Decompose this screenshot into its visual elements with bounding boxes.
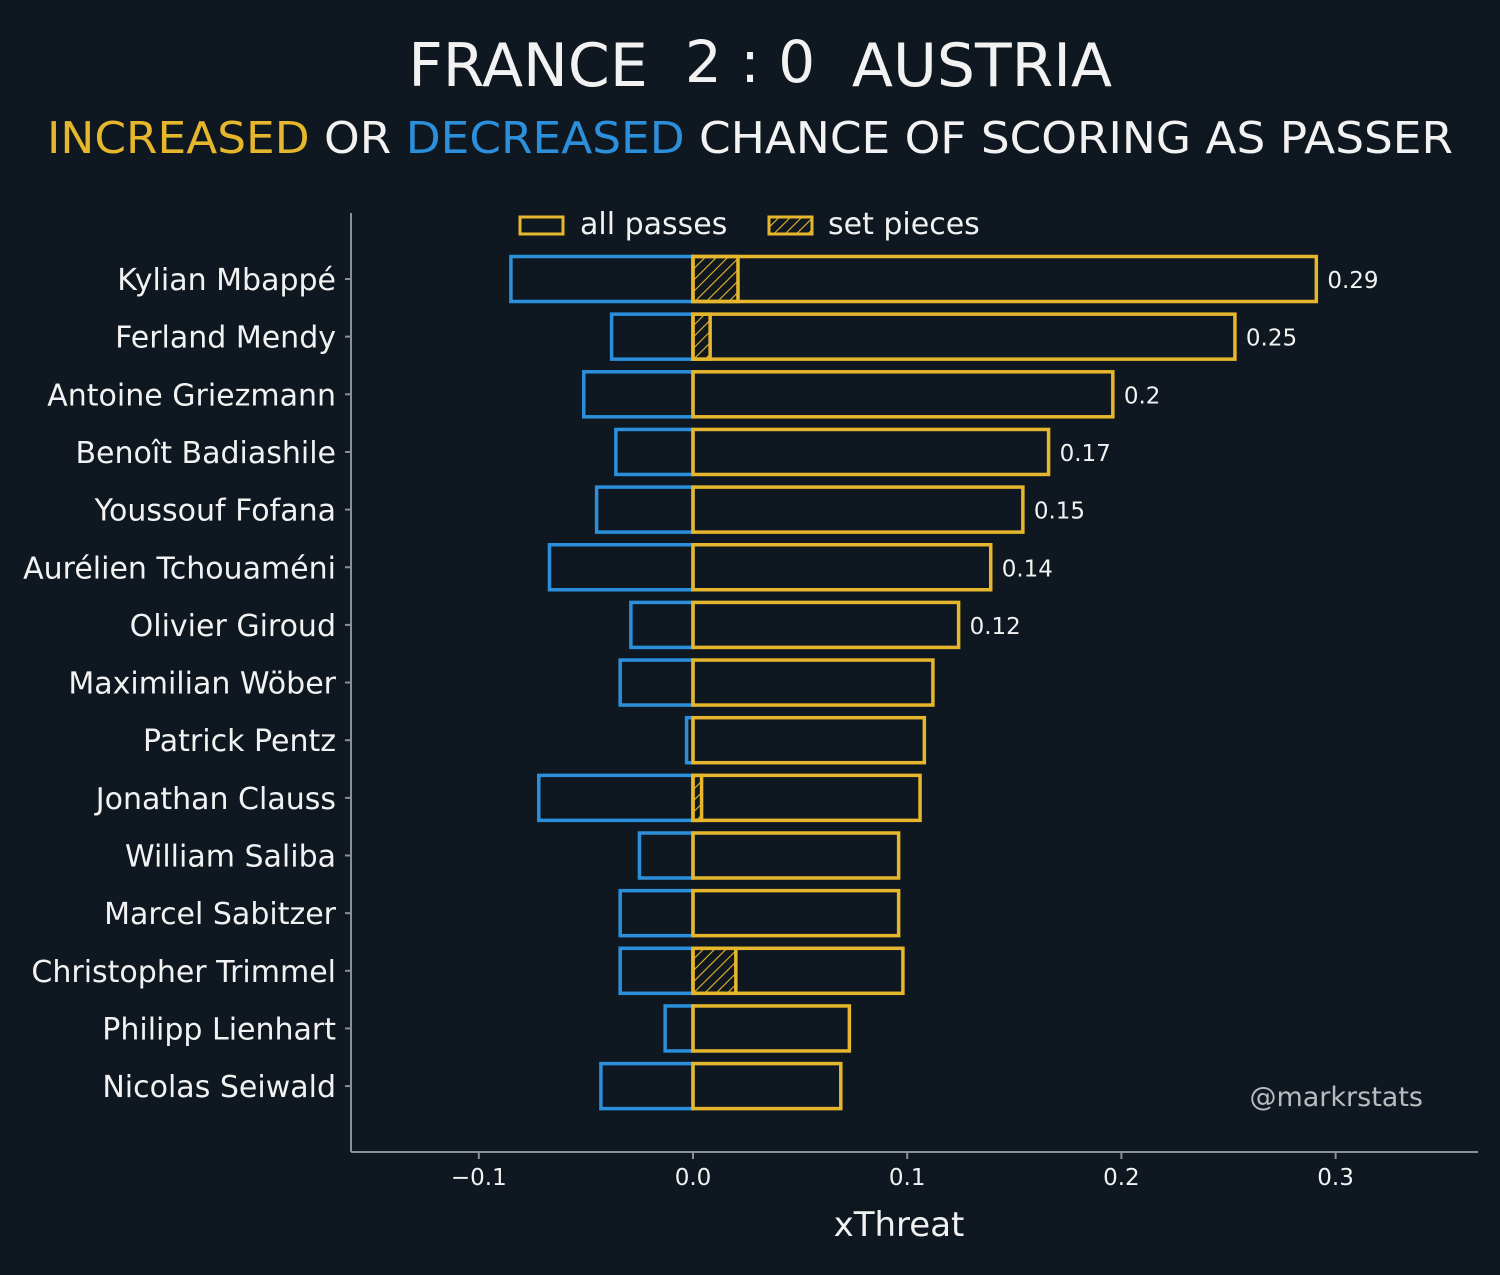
bar-decreased [663, 1004, 695, 1053]
bar-increased [691, 543, 993, 592]
x-tick-label: −0.1 [451, 1165, 507, 1191]
bar-decreased [582, 370, 695, 419]
bar-increased [691, 1004, 852, 1053]
bar-decreased [609, 312, 695, 361]
legend: all passes set pieces [518, 207, 980, 242]
bar-decreased [614, 427, 695, 477]
bar-set-pieces [691, 254, 740, 304]
bar-decreased [618, 658, 695, 707]
bar-increased [691, 831, 901, 880]
player-label: Marcel Sabitzer [104, 897, 337, 932]
watermark: @markrstats [1249, 1082, 1423, 1113]
value-label: 0.15 [1034, 499, 1085, 525]
legend-all-passes-label: all passes [580, 207, 727, 242]
player-label: Benoît Badiashile [75, 436, 336, 471]
bar-decreased [537, 773, 695, 823]
x-tick-label: 0.2 [1103, 1165, 1140, 1191]
x-tick-label: 0.0 [675, 1165, 712, 1191]
bar-increased [691, 888, 901, 938]
player-label: Ferland Mendy [115, 321, 336, 356]
bar-decreased [637, 831, 695, 880]
player-label: Philipp Lienhart [102, 1012, 336, 1047]
bar-increased [691, 946, 905, 996]
x-tick-label: 0.3 [1317, 1165, 1354, 1191]
player-label: Olivier Giroud [130, 609, 336, 644]
x-tick-label: 0.1 [889, 1165, 926, 1191]
player-label: Patrick Pentz [143, 724, 336, 759]
value-label: 0.14 [1002, 556, 1053, 582]
bar-decreased [618, 946, 695, 996]
bar-increased [691, 370, 1115, 419]
subtitle: INCREASED OR DECREASED CHANCE OF SCORING… [47, 113, 1453, 164]
value-label: 0.2 [1124, 383, 1161, 409]
bar-set-pieces [691, 946, 738, 996]
legend-all-passes-swatch [518, 215, 565, 236]
player-labels: 0.29 Kylian Mbappé 0.25 Ferland Mendy 0.2 Ant… [23, 263, 1378, 1105]
player-label: Christopher Trimmel [31, 955, 336, 990]
bar-decreased [618, 888, 695, 938]
x-axis-label: xThreat [834, 1205, 965, 1245]
bar-set-pieces [691, 312, 712, 361]
value-label: 0.25 [1246, 326, 1297, 352]
bar-increased [691, 427, 1051, 477]
bar-increased [691, 658, 935, 707]
player-label: Aurélien Tchouaméni [23, 551, 336, 586]
subtitle-decreased: DECREASED [406, 113, 685, 164]
subtitle-increased: INCREASED [47, 113, 310, 164]
bars-layer [509, 254, 1319, 1111]
bar-increased [691, 715, 927, 765]
bar-increased [691, 600, 961, 650]
player-label: Maximilian Wöber [68, 667, 336, 702]
legend-set-pieces-label: set pieces [828, 207, 980, 242]
subtitle-or: OR [310, 113, 406, 164]
player-label: William Saliba [125, 840, 336, 875]
legend-set-pieces-swatch [767, 215, 814, 236]
value-label: 0.29 [1327, 268, 1378, 294]
title-score: 2 : 0 [685, 28, 815, 96]
bar-decreased [629, 600, 695, 650]
bar-decreased [509, 254, 695, 304]
player-label: Antoine Griezmann [47, 378, 336, 413]
player-label: Nicolas Seiwald [102, 1070, 336, 1105]
bar-increased [691, 485, 1025, 534]
x-ticks: −0.1 0.0 0.1 0.2 0.3 [345, 278, 1354, 1191]
player-label: Youssouf Fofana [94, 494, 336, 529]
subtitle-rest: CHANCE OF SCORING AS PASSER [685, 113, 1453, 164]
title-home-team: FRANCE [408, 31, 648, 101]
bar-increased [691, 1061, 843, 1111]
value-label: 0.12 [970, 614, 1021, 640]
bar-increased [691, 254, 1319, 304]
player-label: Kylian Mbappé [117, 263, 336, 298]
title-away-team: AUSTRIA [852, 31, 1112, 101]
bar-increased [691, 773, 922, 823]
bar-decreased [599, 1061, 695, 1111]
bar-decreased [594, 485, 695, 534]
bar-decreased [547, 543, 695, 592]
player-label: Jonathan Clauss [94, 782, 336, 817]
bar-increased [691, 312, 1237, 361]
value-label: 0.17 [1060, 441, 1111, 467]
